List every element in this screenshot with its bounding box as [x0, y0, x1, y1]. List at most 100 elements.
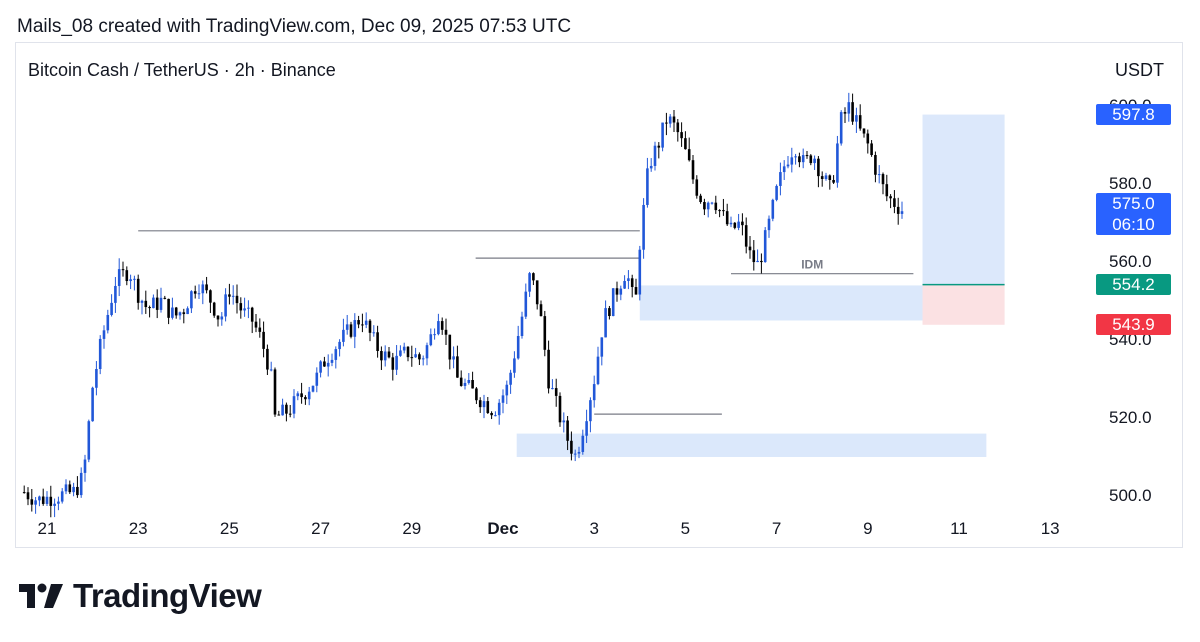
candle-body-61 [254, 321, 258, 328]
y-tick-label: 520.0 [1109, 408, 1152, 427]
candle-body-43 [186, 308, 189, 315]
symbol-title[interactable]: Bitcoin Cash / TetherUS · 2h · Binance [28, 60, 336, 80]
candle-body-188 [737, 221, 740, 228]
candle-body-45 [193, 291, 197, 294]
candle-body-206 [805, 155, 809, 157]
candle-body-122 [486, 401, 490, 414]
candle-body-171 [672, 116, 676, 123]
candle-body-17 [87, 421, 91, 460]
candle-body-200 [782, 166, 786, 173]
candle-body-168 [661, 122, 664, 148]
candle-body-143 [566, 420, 569, 441]
candle-body-177 [695, 179, 699, 196]
candle-body-163 [642, 204, 645, 250]
candle-body-79 [323, 361, 326, 367]
candle-body-156 [615, 288, 619, 295]
candle-body-18 [91, 387, 94, 422]
candle-body-85 [345, 324, 349, 330]
candle-body-142 [562, 420, 566, 423]
candle-body-202 [790, 157, 794, 165]
candle-body-130 [516, 336, 520, 359]
candle-body-108 [433, 334, 436, 336]
candle-body-97 [391, 357, 395, 370]
candle-body-115 [459, 377, 463, 386]
candle-body-162 [638, 249, 642, 295]
candle-body-167 [657, 145, 661, 148]
candle-body-34 [152, 297, 155, 309]
candle-body-71 [292, 396, 296, 414]
candle-body-14 [76, 486, 79, 496]
currency-label[interactable]: USDT [1115, 60, 1164, 80]
candle-body-19 [95, 369, 98, 388]
candle-body-118 [471, 379, 474, 389]
zone-1 [516, 433, 987, 457]
candle-body-39 [171, 307, 174, 318]
candle-body-178 [699, 195, 702, 203]
candle-body-104 [418, 354, 421, 360]
tradingview-logo[interactable]: TradingView [17, 577, 262, 614]
candle-body-226 [881, 174, 885, 185]
candle-body-184 [722, 210, 725, 212]
candle-body-204 [798, 156, 801, 163]
candle-body-0 [22, 492, 26, 494]
candle-body-111 [444, 329, 448, 335]
candle-body-207 [809, 155, 813, 164]
candle-body-48 [205, 284, 208, 291]
x-tick-label: 29 [402, 519, 422, 538]
candle-body-81 [330, 359, 334, 363]
candle-body-28 [129, 279, 132, 282]
candle-body-106 [425, 345, 429, 359]
candle-body-40 [174, 307, 178, 316]
position-profit-zone [922, 114, 1005, 285]
candle-body-173 [680, 132, 683, 139]
price-label: 597.8 [1096, 104, 1171, 126]
candle-body-24 [114, 285, 117, 303]
candle-body-136 [539, 304, 543, 317]
candle-body-137 [543, 316, 547, 350]
candle-body-86 [349, 324, 353, 337]
candle-body-90 [364, 320, 368, 325]
candle-body-98 [395, 355, 398, 370]
candle-body-112 [448, 334, 452, 360]
candle-body-23 [110, 302, 113, 315]
price-label-value: 554.2 [1112, 275, 1155, 295]
candle-body-138 [547, 349, 550, 389]
candle-body-176 [691, 160, 695, 180]
candle-body-15 [79, 472, 83, 496]
candle-body-160 [630, 278, 634, 288]
tradingview-brand: TradingView [73, 577, 262, 614]
candle-body-96 [387, 351, 391, 358]
candle-body-181 [710, 202, 714, 204]
candle-body-2 [30, 499, 34, 505]
x-tick-label: 7 [771, 519, 782, 538]
candle-body-125 [497, 402, 501, 416]
candle-body-128 [509, 372, 512, 385]
x-tick-label: 27 [311, 519, 331, 538]
candle-body-62 [258, 327, 262, 332]
candle-body-145 [573, 453, 577, 455]
candle-body-78 [319, 361, 322, 373]
x-tick-label: 23 [128, 519, 148, 538]
candle-body-212 [828, 175, 832, 180]
candle-body-116 [463, 382, 467, 386]
candle-body-114 [456, 356, 459, 378]
price-label: 554.2 [1096, 274, 1171, 296]
candle-body-53 [224, 294, 227, 317]
candle-body-139 [551, 388, 554, 390]
candle-body-196 [767, 218, 771, 231]
bar-countdown: 06:10 [1112, 215, 1155, 234]
candle-body-3 [34, 500, 37, 505]
candle-body-37 [163, 297, 167, 299]
candle-body-74 [304, 397, 307, 400]
candle-body-84 [342, 329, 345, 342]
candle-body-6 [45, 496, 49, 504]
candle-body-182 [714, 202, 718, 211]
candle-body-67 [277, 414, 281, 416]
candle-body-164 [646, 168, 649, 205]
candle-body-124 [494, 415, 497, 417]
candle-body-117 [467, 379, 471, 383]
price-label-value: 575.0 [1112, 194, 1155, 213]
candle-body-175 [687, 149, 691, 161]
candle-body-20 [98, 338, 102, 370]
